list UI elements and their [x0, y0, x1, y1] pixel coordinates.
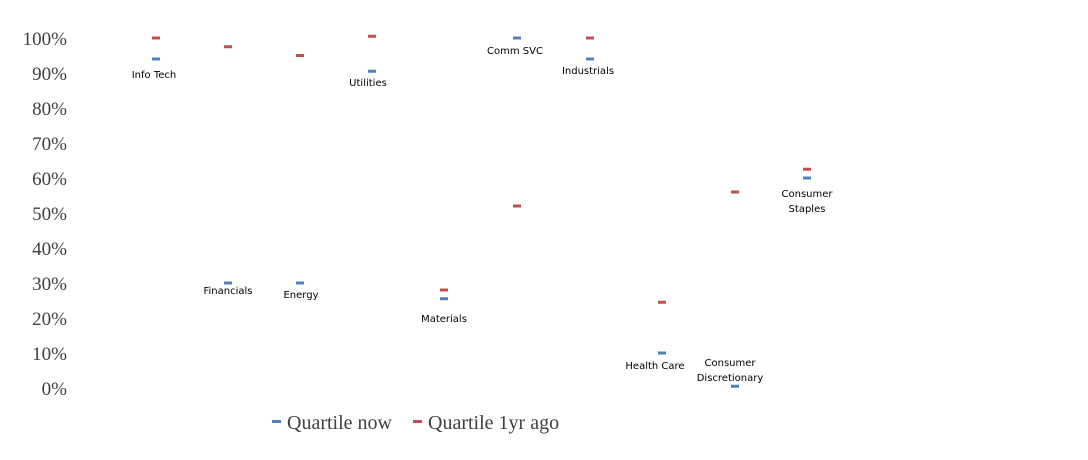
- marker-s0-9: [803, 176, 811, 180]
- marker-s0-3: [368, 69, 376, 73]
- marker-s1-8: [731, 190, 739, 194]
- y-tick-label-1: 10%: [32, 344, 67, 365]
- marker-s0-6: [586, 57, 594, 61]
- legend-swatch-0: [272, 420, 281, 423]
- y-tick-label-4: 40%: [32, 239, 67, 260]
- category-label-6: Industrials: [562, 66, 614, 77]
- marker-s1-1: [224, 45, 232, 49]
- category-labels: Info Tech Financials Energy Utilities Materi…: [132, 46, 834, 384]
- category-label-3: Utilities: [349, 78, 387, 89]
- y-tick-label-5: 50%: [32, 204, 67, 225]
- legend-label-1: Quartile 1yr ago: [428, 412, 559, 434]
- category-label-8: Consumer Discretionary: [697, 358, 764, 384]
- marker-s1-3: [368, 34, 376, 38]
- marker-s1-9: [803, 167, 811, 171]
- marker-s1-5: [513, 204, 521, 208]
- category-label-1: Financials: [204, 286, 253, 297]
- y-tick-label-8: 80%: [32, 99, 67, 120]
- category-label-0: Info Tech: [132, 70, 177, 81]
- marker-s0-4: [440, 297, 448, 301]
- y-tick-label-7: 70%: [32, 134, 67, 155]
- marker-s1-7: [658, 300, 666, 304]
- markers: [152, 34, 811, 388]
- marker-s0-5: [513, 36, 521, 40]
- category-label-7: Health Care: [625, 361, 684, 372]
- legend: Quartile now Quartile 1yr ago: [272, 412, 559, 434]
- marker-s1-0: [152, 36, 160, 40]
- y-axis: 0% 10% 20% 30% 40% 50% 60% 70% 80% 90% 100%: [23, 29, 68, 400]
- marker-s0-8: [731, 384, 739, 388]
- y-tick-label-3: 30%: [32, 274, 67, 295]
- y-tick-label-9: 90%: [32, 64, 67, 85]
- marker-s1-4: [440, 288, 448, 292]
- marker-s1-6: [586, 36, 594, 40]
- marker-s0-0: [152, 57, 160, 61]
- legend-swatch-1: [413, 420, 422, 423]
- y-tick-label-6: 60%: [32, 169, 67, 190]
- category-label-9: Consumer Staples: [782, 189, 834, 215]
- marker-s0-1: [224, 281, 232, 285]
- category-label-2: Energy: [283, 290, 318, 301]
- y-tick-label-0: 0%: [42, 379, 68, 400]
- legend-label-0: Quartile now: [287, 412, 393, 434]
- y-tick-label-10: 100%: [23, 29, 68, 50]
- marker-s1-2: [296, 54, 304, 57]
- category-label-4: Materials: [421, 314, 467, 325]
- marker-s0-2: [296, 281, 304, 285]
- marker-s0-7: [658, 351, 666, 355]
- category-label-5: Comm SVC: [487, 46, 543, 57]
- y-tick-label-2: 20%: [32, 309, 67, 330]
